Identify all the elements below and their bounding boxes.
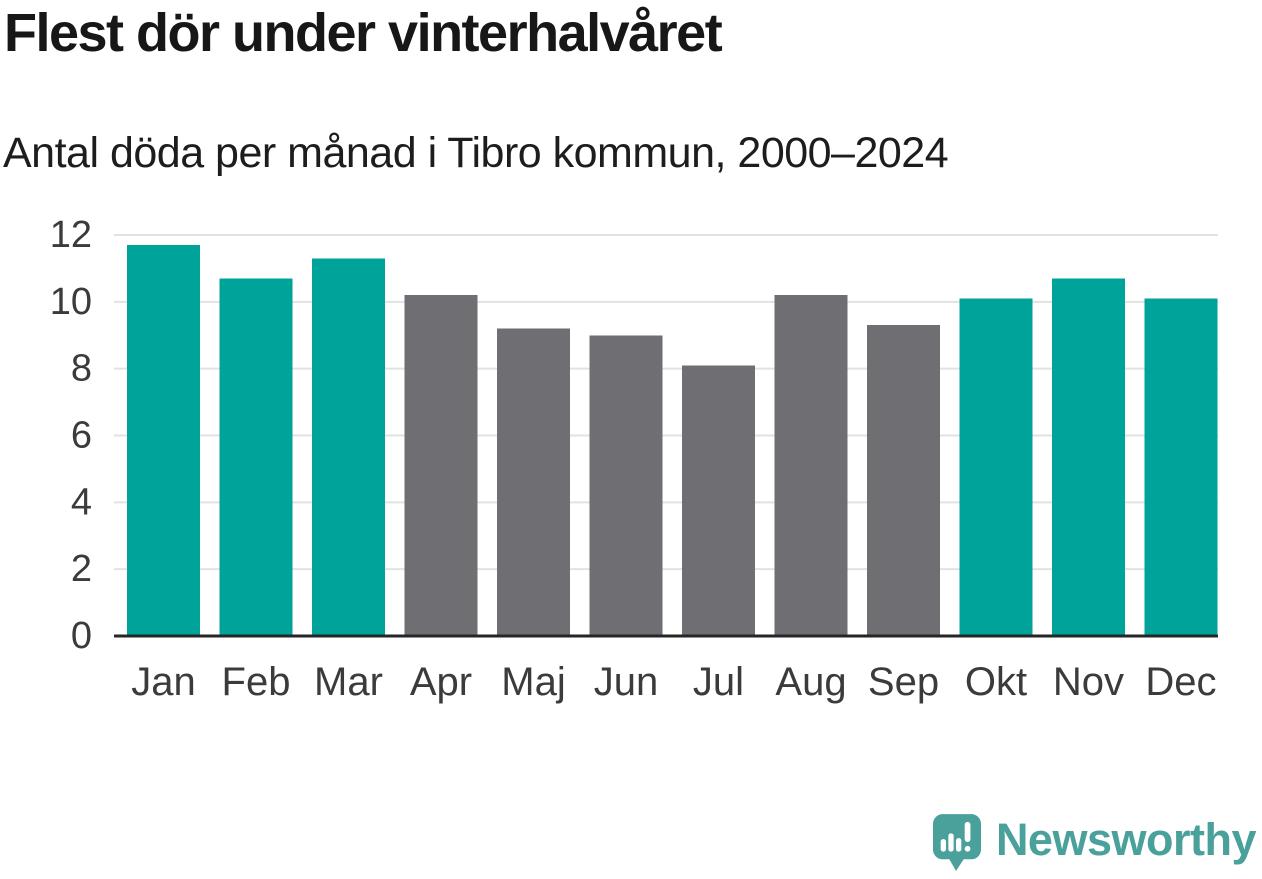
bar-sep bbox=[867, 325, 940, 636]
bar-feb bbox=[219, 278, 293, 636]
y-tick-label: 8 bbox=[71, 348, 92, 390]
chart-title: Flest dör under vinterhalvåret bbox=[4, 3, 723, 63]
bar-jan bbox=[127, 245, 200, 636]
newsworthy-logo: Newsworthy bbox=[932, 814, 1257, 871]
x-tick-label: Nov bbox=[1053, 660, 1124, 704]
x-tick-label: Jan bbox=[131, 660, 196, 704]
x-tick-label: Jul bbox=[693, 660, 744, 704]
x-tick-label: Apr bbox=[410, 660, 472, 704]
y-tick-label: 0 bbox=[71, 615, 92, 657]
newsworthy-logo-text: Newsworthy bbox=[995, 814, 1257, 865]
y-tick-label: 6 bbox=[71, 415, 92, 457]
bar-maj bbox=[497, 328, 570, 636]
bar-apr bbox=[404, 295, 478, 636]
bar-dec bbox=[1144, 298, 1218, 636]
x-tick-label: Aug bbox=[775, 660, 846, 704]
x-tick-label: Okt bbox=[965, 660, 1027, 704]
x-tick-label: Sep bbox=[868, 660, 939, 704]
newsworthy-logo-icon bbox=[932, 814, 981, 871]
x-tick-label: Feb bbox=[222, 660, 291, 704]
x-tick-label: Maj bbox=[501, 660, 565, 704]
bar-jul bbox=[682, 365, 755, 636]
y-tick-label: 10 bbox=[50, 281, 92, 323]
y-tick-label: 2 bbox=[71, 548, 92, 590]
bar-okt bbox=[959, 298, 1033, 636]
bar-nov bbox=[1052, 278, 1125, 636]
x-tick-label: Jun bbox=[594, 660, 659, 704]
y-tick-label: 12 bbox=[50, 214, 92, 256]
y-tick-label: 4 bbox=[71, 481, 92, 523]
chart-subtitle: Antal döda per månad i Tibro kommun, 200… bbox=[3, 129, 949, 177]
bar-jun bbox=[589, 335, 663, 636]
bar-mar bbox=[312, 258, 385, 636]
bar-aug bbox=[774, 295, 848, 636]
x-tick-label: Mar bbox=[314, 660, 383, 704]
x-tick-label: Dec bbox=[1145, 660, 1216, 704]
